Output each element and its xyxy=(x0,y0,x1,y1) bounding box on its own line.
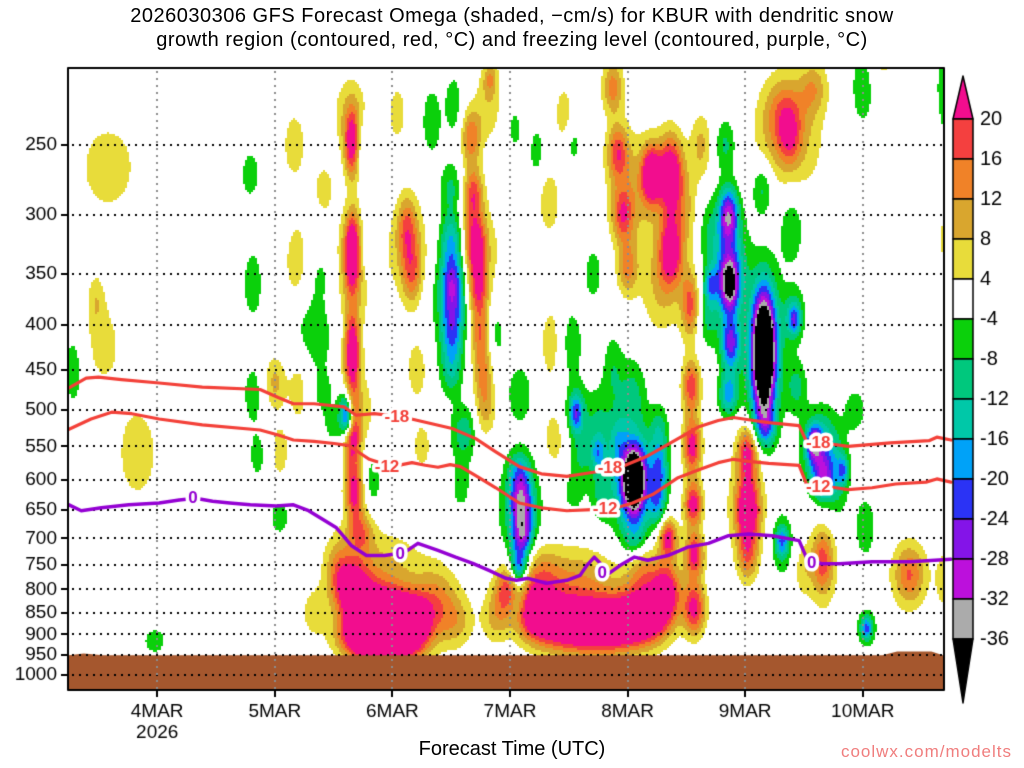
watermark-text: coolwx.com/modelts xyxy=(840,742,1012,761)
x-axis-title: Forecast Time (UTC) xyxy=(418,738,606,760)
